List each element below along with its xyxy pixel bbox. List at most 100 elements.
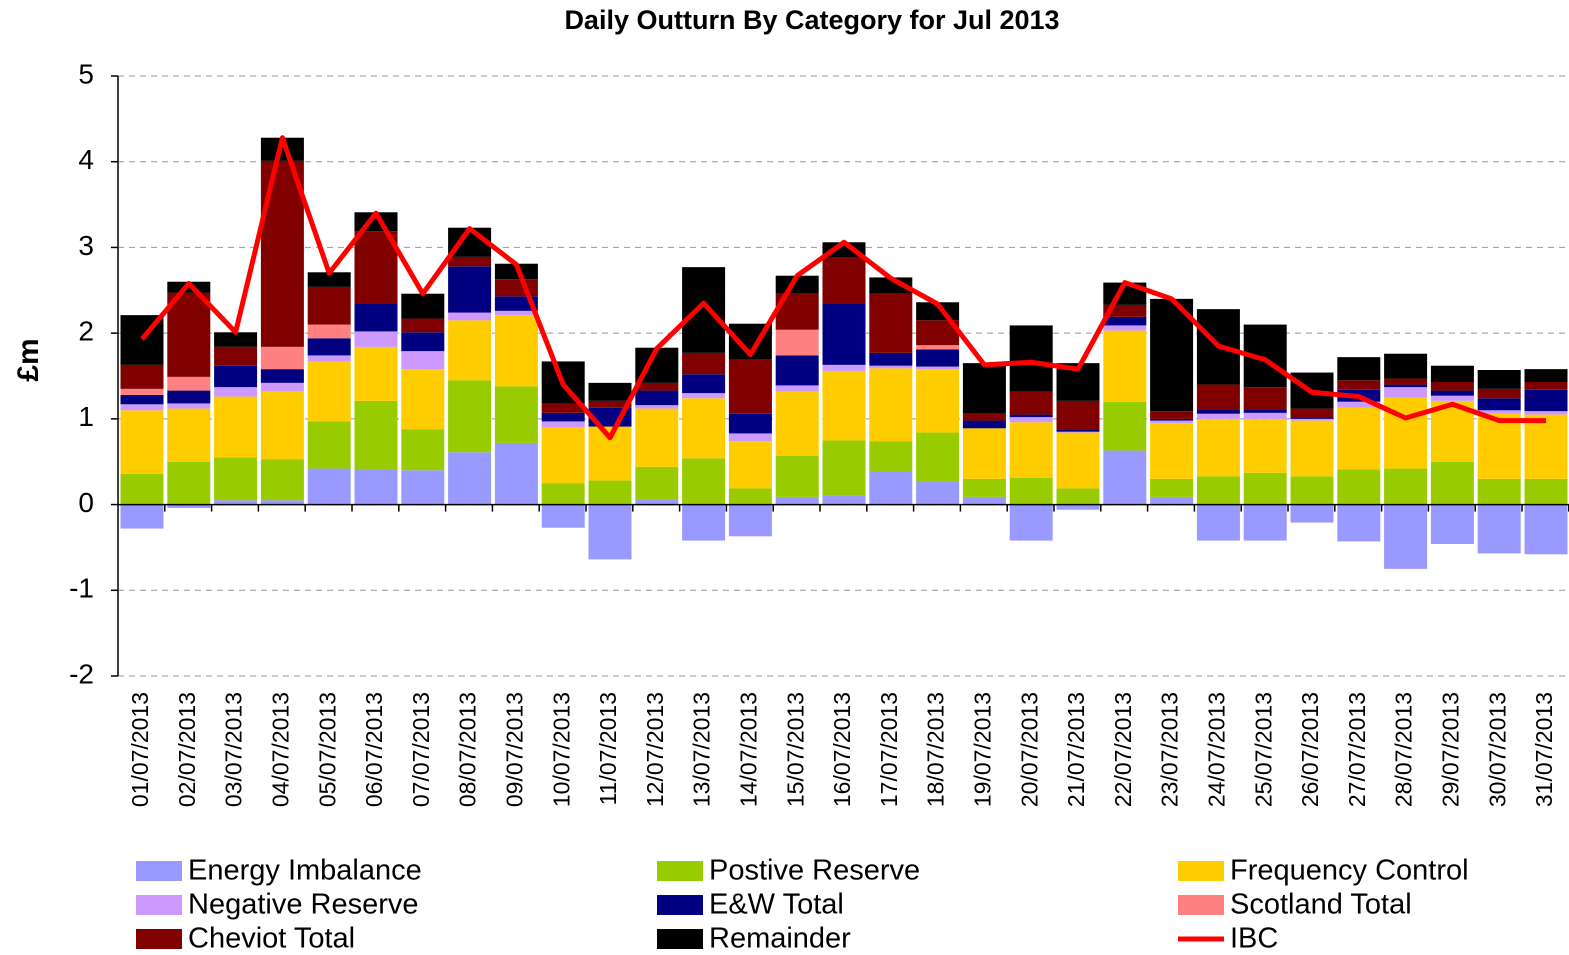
bar-segment: [307, 272, 351, 287]
x-tick-label: 11/07/2013: [595, 692, 621, 805]
bar-segment: [1337, 401, 1381, 408]
bar-segment: [869, 441, 913, 472]
bar-segment: [728, 413, 772, 434]
bar-segment: [401, 369, 445, 430]
bar-segment: [260, 346, 304, 370]
bar-segment: [1430, 365, 1474, 382]
bar-segment: [682, 504, 726, 541]
bar-segment: [401, 293, 445, 319]
bar-segment: [822, 364, 866, 371]
legend-label: IBC: [1230, 923, 1278, 955]
bar-segment: [260, 137, 304, 161]
x-tick-label: 27/07/2013: [1344, 692, 1370, 807]
bar-segment: [962, 496, 1006, 505]
bar-segment: [822, 495, 866, 505]
line-series: [140, 135, 1546, 441]
bar-segment: [1150, 418, 1194, 421]
x-tick-label: 18/07/2013: [923, 692, 949, 807]
bar-segment: [635, 390, 679, 406]
bar-segment: [1196, 476, 1240, 505]
bar-segment: [1103, 401, 1147, 451]
y-tick-label: 4: [78, 144, 94, 175]
bar-segment: [1384, 397, 1428, 469]
bar-segment: [448, 256, 492, 267]
bar-segment: [448, 320, 492, 381]
bar-segment: [1384, 387, 1428, 398]
bar-segment: [1384, 468, 1428, 505]
bar-segment: [1524, 478, 1568, 505]
bar-segment: [869, 293, 913, 353]
legend-swatch: [136, 929, 182, 949]
bar-segment: [1290, 420, 1334, 477]
bar-segment: [307, 338, 351, 356]
bar-segment: [869, 352, 913, 366]
bar-segment: [1196, 418, 1240, 477]
x-tick-label: 20/07/2013: [1016, 692, 1042, 807]
bar-segment: [1337, 380, 1381, 390]
bar-segment: [167, 403, 211, 409]
bar-segment: [1009, 391, 1053, 415]
x-tick-label: 05/07/2013: [314, 692, 340, 807]
bar-segment: [1056, 431, 1100, 433]
x-tick-label: 02/07/2013: [174, 692, 200, 807]
bar-segment: [120, 388, 164, 395]
bar-segment: [822, 440, 866, 496]
legend-swatch: [1178, 861, 1224, 881]
bar-segment: [1337, 357, 1381, 381]
x-tick-label: 14/07/2013: [735, 692, 761, 807]
legend-swatch: [136, 861, 182, 881]
bar-segment: [167, 504, 211, 508]
bar-segment: [1384, 353, 1428, 379]
bar-segment: [916, 366, 960, 370]
bar-segment: [1009, 504, 1053, 541]
x-tick-label: 28/07/2013: [1391, 692, 1417, 807]
bar-segment: [214, 457, 258, 501]
legend-label: Remainder: [709, 923, 851, 955]
bar-segment: [1103, 450, 1147, 505]
bar-segment: [869, 365, 913, 369]
bar-segment: [1056, 432, 1100, 489]
bar-segment: [541, 421, 585, 428]
x-tick-label: 12/07/2013: [642, 692, 668, 807]
bar-segment: [167, 461, 211, 505]
bar-segment: [775, 385, 819, 392]
x-tick-label: 26/07/2013: [1297, 692, 1323, 807]
bar-segment: [307, 468, 351, 505]
bar-segment: [1150, 298, 1194, 412]
bar-segment: [1150, 496, 1194, 505]
bar-segment: [260, 391, 304, 460]
bar-segment: [1477, 388, 1521, 399]
bar-segment: [869, 472, 913, 505]
bar-segment: [307, 421, 351, 469]
bar-segment: [1477, 370, 1521, 389]
bar-segment: [1430, 504, 1474, 544]
bar-segment: [1290, 408, 1334, 418]
bar-segment: [1524, 382, 1568, 390]
bar-segment: [214, 365, 258, 388]
bar-segment: [682, 374, 726, 394]
bar-segment: [1243, 472, 1287, 505]
bar-segment: [1103, 304, 1147, 317]
bar-segment: [1009, 325, 1053, 392]
bar-segment: [448, 266, 492, 313]
legend-swatch: [657, 895, 703, 915]
x-tick-label: 01/07/2013: [127, 692, 153, 807]
x-tick-label: 21/07/2013: [1063, 692, 1089, 807]
bar-segment: [728, 504, 772, 537]
legend-label: Cheviot Total: [188, 923, 355, 955]
bar-segment: [1384, 504, 1428, 569]
bar-segment: [448, 380, 492, 453]
bar-segment: [1384, 378, 1428, 385]
bar-segment: [354, 400, 398, 470]
y-tick-label: -2: [69, 658, 94, 689]
bar-segment: [962, 420, 1006, 429]
bar-segment: [588, 400, 632, 408]
bar-segment: [822, 303, 866, 365]
bar-segment: [541, 504, 585, 528]
bar-segment: [775, 496, 819, 505]
bar-segment: [1477, 413, 1521, 479]
bar-segment: [260, 369, 304, 383]
bar-segment: [1524, 369, 1568, 382]
bar-segment: [1009, 478, 1053, 505]
